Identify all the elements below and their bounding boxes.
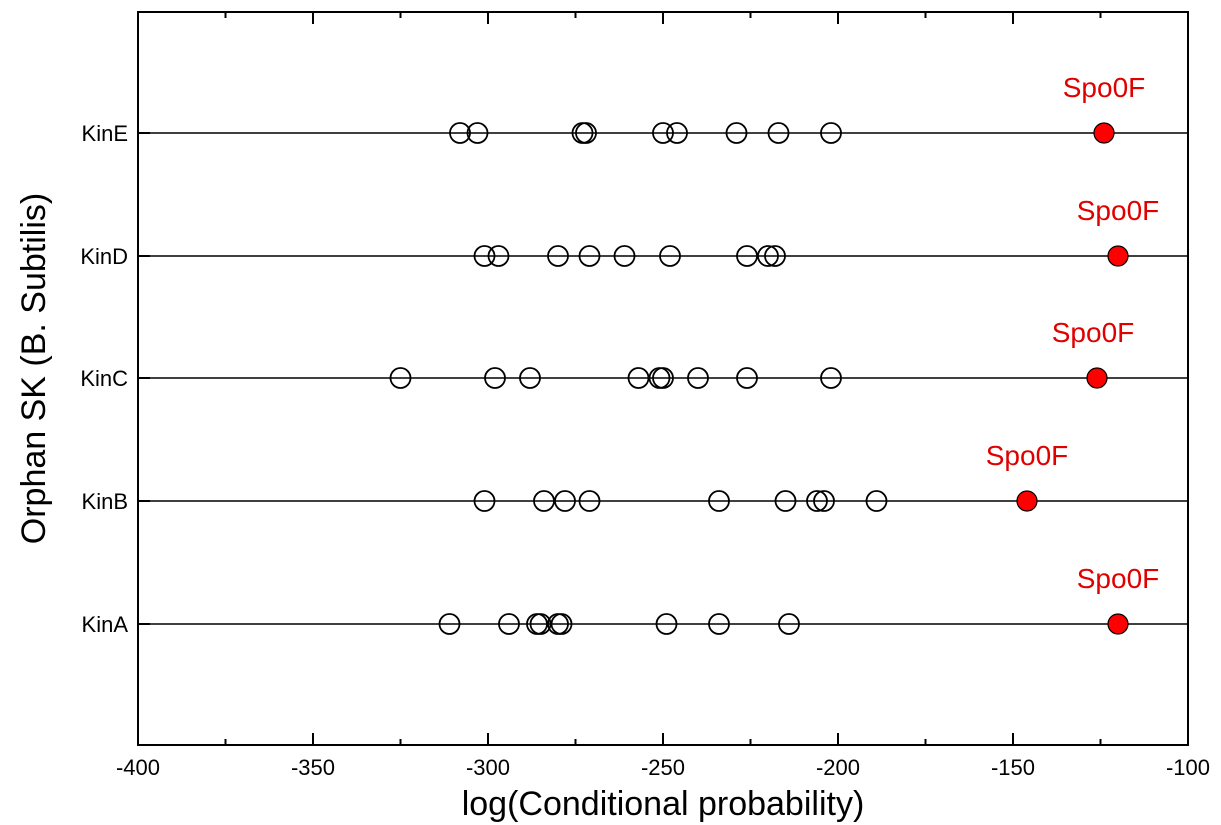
x-axis-title: log(Conditional probability) <box>462 785 865 823</box>
data-points <box>389 122 1129 635</box>
data-point <box>466 122 489 144</box>
data-point <box>498 613 520 635</box>
spo0f-annotation: Spo0F <box>1063 72 1146 103</box>
data-point <box>627 367 650 389</box>
data-point <box>757 245 779 267</box>
highlight-point <box>1107 245 1129 267</box>
spo0f-annotation: Spo0F <box>1077 195 1160 226</box>
data-point <box>473 490 496 512</box>
data-point <box>778 613 800 635</box>
x-tick-label: -250 <box>641 755 685 780</box>
y-tick-label: KinA <box>82 612 129 637</box>
data-point <box>550 613 573 635</box>
x-tick-label: -300 <box>466 755 510 780</box>
x-tick-label: -350 <box>291 755 335 780</box>
annotations: Spo0F Spo0F Spo0F Spo0F Spo0F <box>986 72 1160 594</box>
data-point <box>865 490 888 512</box>
data-point <box>736 245 758 267</box>
data-point <box>449 122 471 144</box>
spo0f-annotation: Spo0F <box>986 440 1069 471</box>
data-point <box>652 122 674 144</box>
data-point <box>554 490 576 512</box>
highlight-point <box>1107 613 1129 635</box>
data-point <box>652 367 674 389</box>
x-tick-label: -150 <box>991 755 1035 780</box>
y-axis-title: Orphan SK (B. Subtilis) <box>15 193 53 544</box>
y-tick-label: KinD <box>80 244 128 269</box>
data-point <box>764 245 786 267</box>
data-point <box>473 245 496 267</box>
x-tick-label: -200 <box>816 755 860 780</box>
data-point <box>533 490 555 512</box>
x-tick-label: -400 <box>116 755 160 780</box>
data-point <box>725 122 748 144</box>
data-point <box>806 490 828 512</box>
data-point <box>666 122 688 144</box>
data-point <box>519 367 541 389</box>
data-point <box>813 490 835 512</box>
data-point <box>487 245 510 267</box>
highlight-point <box>1016 490 1038 512</box>
data-point <box>659 245 681 267</box>
data-point <box>438 613 461 635</box>
data-point <box>547 245 569 267</box>
spo0f-annotation: Spo0F <box>1077 563 1160 594</box>
data-point <box>736 367 758 389</box>
data-point <box>529 613 552 635</box>
highlight-point <box>1086 367 1108 389</box>
data-point <box>774 490 797 512</box>
spo0f-annotation: Spo0F <box>1052 317 1135 348</box>
data-point <box>575 122 597 144</box>
y-tick-label: KinE <box>82 121 128 146</box>
data-point <box>820 367 842 389</box>
y-tick-label: KinC <box>80 366 128 391</box>
data-point <box>613 245 636 267</box>
data-point <box>578 245 601 267</box>
x-axis: -400 -350 -300 -250 -200 -150 -100 <box>116 12 1210 780</box>
data-point <box>389 367 412 389</box>
highlight-point <box>1093 122 1115 144</box>
data-point <box>708 613 730 635</box>
x-tick-label: -100 <box>1166 755 1210 780</box>
data-point <box>484 367 506 389</box>
data-point <box>820 122 842 144</box>
category-lines: KinA KinB KinC KinD KinE <box>80 121 1188 637</box>
data-point <box>708 490 730 512</box>
data-point <box>578 490 601 512</box>
data-point <box>655 613 678 635</box>
data-point <box>767 122 790 144</box>
y-tick-label: KinB <box>82 489 128 514</box>
data-point <box>687 367 709 389</box>
